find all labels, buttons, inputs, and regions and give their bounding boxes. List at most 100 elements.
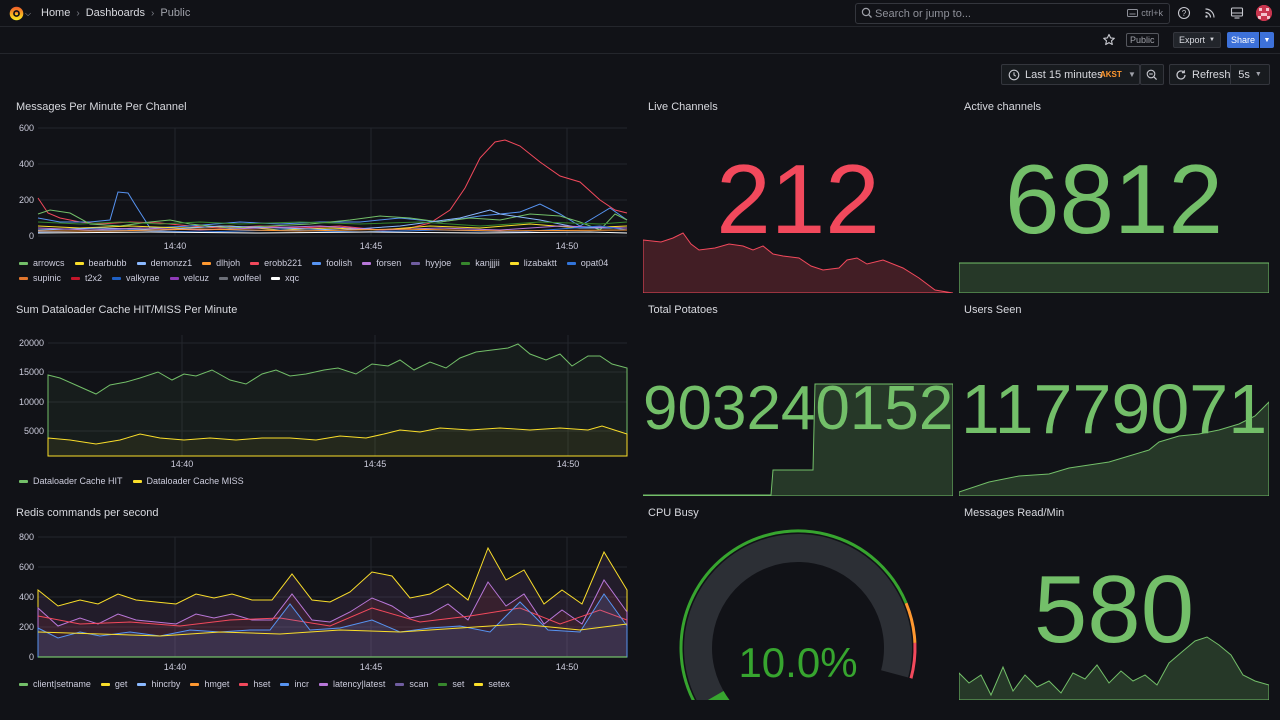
refresh-interval-picker[interactable]: 5s ▼ (1231, 64, 1270, 85)
legend-item[interactable]: velcuz (169, 273, 209, 283)
panel-title[interactable]: Users Seen (964, 304, 1022, 316)
legend-item[interactable]: demonzz1 (136, 258, 193, 268)
legend-label: client|setname (33, 679, 91, 689)
legend-label: hmget (204, 679, 230, 689)
legend-label: xqc (285, 273, 300, 283)
panel-title[interactable]: Messages Read/Min (964, 507, 1065, 519)
series-line-arrowcs (37, 209, 628, 231)
keyboard-icon (1127, 9, 1139, 17)
avatar[interactable] (1256, 5, 1272, 21)
messages-read-sparkline (959, 636, 1269, 700)
shortcut-label: ctrl+k (1141, 8, 1163, 18)
zoom-out-button[interactable] (1140, 64, 1164, 85)
panel-title[interactable]: Redis commands per second (16, 507, 159, 519)
legend-item[interactable]: xqc (271, 273, 299, 283)
legend-item[interactable]: forsen (362, 258, 401, 268)
series-line-kanjjjii (37, 221, 628, 227)
search-icon (861, 7, 872, 18)
legend-item[interactable]: erobb221 (250, 258, 302, 268)
x-tick-label: 14:40 (164, 241, 187, 251)
redis-timeseries-chart[interactable]: 800 600 400 200 0 14:40 14:45 14:50 (0, 528, 635, 676)
legend-label: dlhjoh (216, 258, 241, 268)
legend-label: lizabaktt (523, 258, 557, 268)
legend-item[interactable]: kanjjjii (461, 258, 500, 268)
series-area-latency (37, 579, 628, 658)
help-icon[interactable]: ? (1177, 6, 1191, 20)
panel-title[interactable]: CPU Busy (648, 507, 699, 519)
refresh-button[interactable]: Refresh (1169, 64, 1231, 85)
panel-title[interactable]: Active channels (964, 101, 1042, 113)
legend-item[interactable]: Dataloader Cache MISS (132, 476, 244, 486)
legend-item[interactable]: client|setname (19, 679, 91, 689)
redis-legend: client|setname get hincrby hmget hset incr lat… (19, 679, 619, 689)
monitor-icon[interactable] (1230, 6, 1244, 20)
rss-icon[interactable] (1203, 6, 1217, 20)
legend-item[interactable]: get (100, 679, 127, 689)
dataloader-timeseries-chart[interactable]: 20000 15000 10000 5000 14:40 14:45 14:50 (0, 330, 635, 472)
timezone-label: AKST (1100, 70, 1122, 79)
legend-item[interactable]: hmget (190, 679, 229, 689)
legend-item[interactable]: bearbubb (74, 258, 127, 268)
series-line-dlhjoh (38, 228, 628, 232)
panel-title[interactable]: Live Channels (648, 101, 718, 113)
legend-label: demonzz1 (150, 258, 193, 268)
share-label: Share (1230, 35, 1256, 45)
x-tick-label: 14:50 (556, 241, 579, 251)
sparkline-area (643, 383, 953, 496)
y-tick-label: 10000 (19, 397, 44, 407)
legend-label: opat04 (580, 258, 609, 268)
dashboard-toolbar (0, 27, 1280, 54)
live-channels-value: 212 (716, 144, 880, 254)
series-line-xqc (37, 231, 628, 234)
refresh-icon (1176, 70, 1186, 80)
legend-item[interactable]: hyyjoe (411, 258, 451, 268)
legend-item[interactable]: setex (474, 679, 510, 689)
panel-title[interactable]: Total Potatoes (648, 304, 718, 316)
legend-label: foolish (326, 258, 353, 268)
legend-label: hset (253, 679, 271, 689)
legend-item[interactable]: opat04 (566, 258, 609, 268)
legend-label: hincrby (151, 679, 181, 689)
legend-swatch (318, 682, 328, 686)
chevron-down-icon[interactable]: ⌵ (25, 9, 32, 18)
chevron-down-icon: ▼ (1263, 36, 1271, 44)
legend-swatch (19, 261, 28, 265)
chevron-right-icon: › (151, 7, 155, 19)
panel-title[interactable]: Sum Dataloader Cache HIT/MISS Per Minute (16, 304, 238, 316)
legend-item[interactable]: latency|latest (318, 679, 385, 689)
breadcrumb-dashboards[interactable]: Dashboards (85, 7, 146, 19)
users-seen-value: 11779071 (960, 370, 1268, 448)
legend-item[interactable]: dlhjoh (202, 258, 240, 268)
breadcrumb-home[interactable]: Home (41, 7, 71, 19)
legend-item[interactable]: incr (280, 679, 309, 689)
legend-item[interactable]: wolfeel (219, 273, 261, 283)
legend-item[interactable]: t2x2 (71, 273, 102, 283)
legend-item[interactable]: scan (395, 679, 428, 689)
panel-title[interactable]: Messages Per Minute Per Channel (16, 101, 187, 113)
legend-swatch (74, 261, 84, 265)
search-input[interactable]: Search or jump to... ctrl+k (855, 3, 1170, 24)
legend-item[interactable]: foolish (312, 258, 352, 268)
breadcrumb: Home › Dashboards › Public (41, 7, 190, 19)
legend-label: wolfeel (233, 273, 262, 283)
messages-timeseries-chart[interactable]: 600 400 200 0 14:40 14:45 14:50 (0, 118, 635, 254)
series-area-cache-miss (47, 425, 628, 457)
legend-item[interactable]: hincrby (137, 679, 180, 689)
time-range-picker[interactable]: Last 15 minutes AKST ▼ (1001, 64, 1140, 85)
legend-item[interactable]: hset (239, 679, 270, 689)
legend-item[interactable]: valkyrae (112, 273, 160, 283)
chevron-down-icon: ▼ (1209, 37, 1215, 43)
legend-item[interactable]: lizabaktt (509, 258, 557, 268)
share-dropdown-button[interactable]: ▼ (1260, 32, 1274, 48)
legend-item[interactable]: Dataloader Cache HIT (19, 476, 123, 486)
zoom-out-icon (1146, 69, 1158, 80)
legend-item[interactable]: supinic (19, 273, 61, 283)
gauge-threshold-arc-warning (904, 602, 917, 643)
star-icon[interactable] (1102, 33, 1116, 47)
grafana-logo-icon[interactable] (8, 5, 25, 22)
share-button[interactable]: Share (1227, 32, 1259, 48)
legend-label: Dataloader Cache HIT (33, 476, 123, 486)
export-button[interactable]: Export ▼ (1173, 32, 1221, 48)
legend-item[interactable]: set (438, 679, 464, 689)
legend-item[interactable]: arrowcs (19, 258, 65, 268)
